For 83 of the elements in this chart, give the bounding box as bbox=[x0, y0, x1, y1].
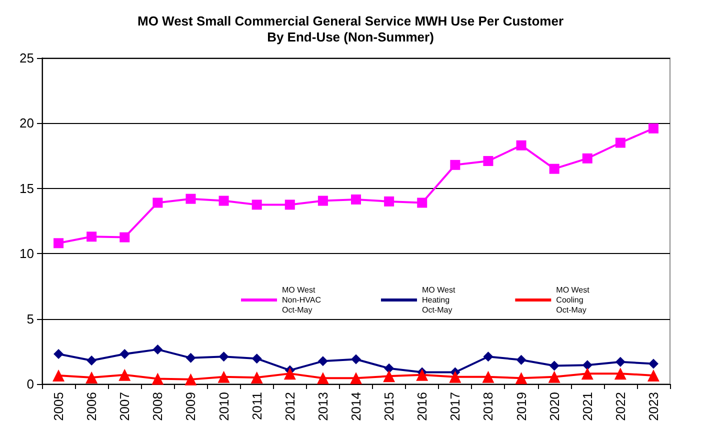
x-tick-label: 2008 bbox=[150, 392, 166, 421]
point bbox=[318, 356, 328, 366]
point bbox=[86, 232, 97, 242]
x-tick-label: 2017 bbox=[448, 392, 463, 421]
point bbox=[218, 370, 230, 383]
x-tick-label: 2006 bbox=[84, 392, 100, 421]
point bbox=[449, 370, 462, 383]
point bbox=[54, 349, 64, 360]
point bbox=[252, 354, 262, 364]
point bbox=[483, 352, 494, 362]
chart-title: MO West Small Commercial General Service MWH Use Per Customer By End-Use (Non-Summer) bbox=[137, 14, 564, 44]
x-tick-label: 2007 bbox=[117, 392, 132, 421]
point bbox=[186, 352, 196, 363]
point bbox=[647, 370, 660, 382]
x-tick-label: 2013 bbox=[315, 392, 330, 421]
point bbox=[252, 200, 262, 210]
point bbox=[52, 370, 65, 382]
x-tick-label: 2009 bbox=[183, 392, 198, 421]
y-tick-label: 5 bbox=[26, 311, 34, 326]
y-tick-label: 0 bbox=[26, 376, 34, 392]
point bbox=[581, 368, 594, 380]
x-tick-label: 2021 bbox=[580, 392, 595, 421]
x-tick-label: 2011 bbox=[249, 392, 264, 420]
point bbox=[483, 156, 494, 166]
point bbox=[86, 356, 97, 366]
point bbox=[615, 356, 626, 367]
x-tick-label: 2018 bbox=[480, 392, 496, 421]
point bbox=[284, 368, 296, 380]
point bbox=[351, 354, 361, 364]
point bbox=[384, 363, 394, 374]
x-tick-label: 2020 bbox=[546, 392, 562, 421]
point bbox=[549, 360, 560, 371]
x-tick-label: 2016 bbox=[414, 392, 430, 421]
point bbox=[516, 354, 526, 365]
point bbox=[152, 198, 163, 208]
point bbox=[186, 194, 196, 204]
point bbox=[54, 238, 64, 248]
y-tick-label: 15 bbox=[20, 180, 34, 196]
point bbox=[86, 371, 98, 384]
x-tick-label: 2010 bbox=[216, 392, 232, 421]
point bbox=[582, 360, 592, 370]
x-tick-label: 2023 bbox=[646, 392, 661, 421]
point bbox=[416, 368, 428, 381]
point bbox=[384, 196, 394, 206]
point bbox=[482, 370, 494, 383]
point bbox=[284, 200, 295, 210]
y-tick-label: 10 bbox=[20, 246, 34, 262]
x-tick-label: 2005 bbox=[51, 392, 66, 421]
point bbox=[582, 153, 592, 164]
point bbox=[318, 196, 328, 206]
legend-label: MO West Non-HVAC Oct-May bbox=[282, 286, 322, 314]
x-tick-label: 2014 bbox=[348, 392, 364, 421]
point bbox=[450, 160, 460, 170]
legend-label: MO West Cooling Oct-May bbox=[556, 286, 590, 314]
point bbox=[417, 198, 428, 208]
point bbox=[152, 372, 164, 385]
point bbox=[118, 368, 131, 381]
point bbox=[614, 368, 626, 380]
point bbox=[615, 138, 626, 148]
point bbox=[120, 349, 130, 360]
point bbox=[516, 140, 526, 150]
y-tick-label: 25 bbox=[20, 50, 34, 66]
x-tick-label: 2015 bbox=[382, 392, 397, 421]
point bbox=[120, 232, 130, 242]
x-tick-label: 2012 bbox=[282, 392, 298, 421]
y-tick-label: 20 bbox=[20, 116, 34, 131]
point bbox=[515, 372, 528, 384]
point bbox=[549, 164, 560, 174]
point bbox=[218, 196, 229, 206]
x-tick-label: 2022 bbox=[612, 392, 628, 421]
point bbox=[250, 371, 263, 384]
x-tick-label: 2019 bbox=[514, 392, 529, 421]
point bbox=[152, 344, 163, 354]
point bbox=[648, 123, 658, 134]
point bbox=[548, 370, 560, 383]
point bbox=[383, 370, 396, 382]
legend-label: MO West Heating Oct-May bbox=[422, 286, 456, 314]
point bbox=[184, 373, 197, 386]
point bbox=[218, 352, 229, 362]
point bbox=[351, 194, 361, 204]
point bbox=[648, 358, 658, 369]
point bbox=[350, 372, 362, 384]
point bbox=[316, 372, 329, 384]
